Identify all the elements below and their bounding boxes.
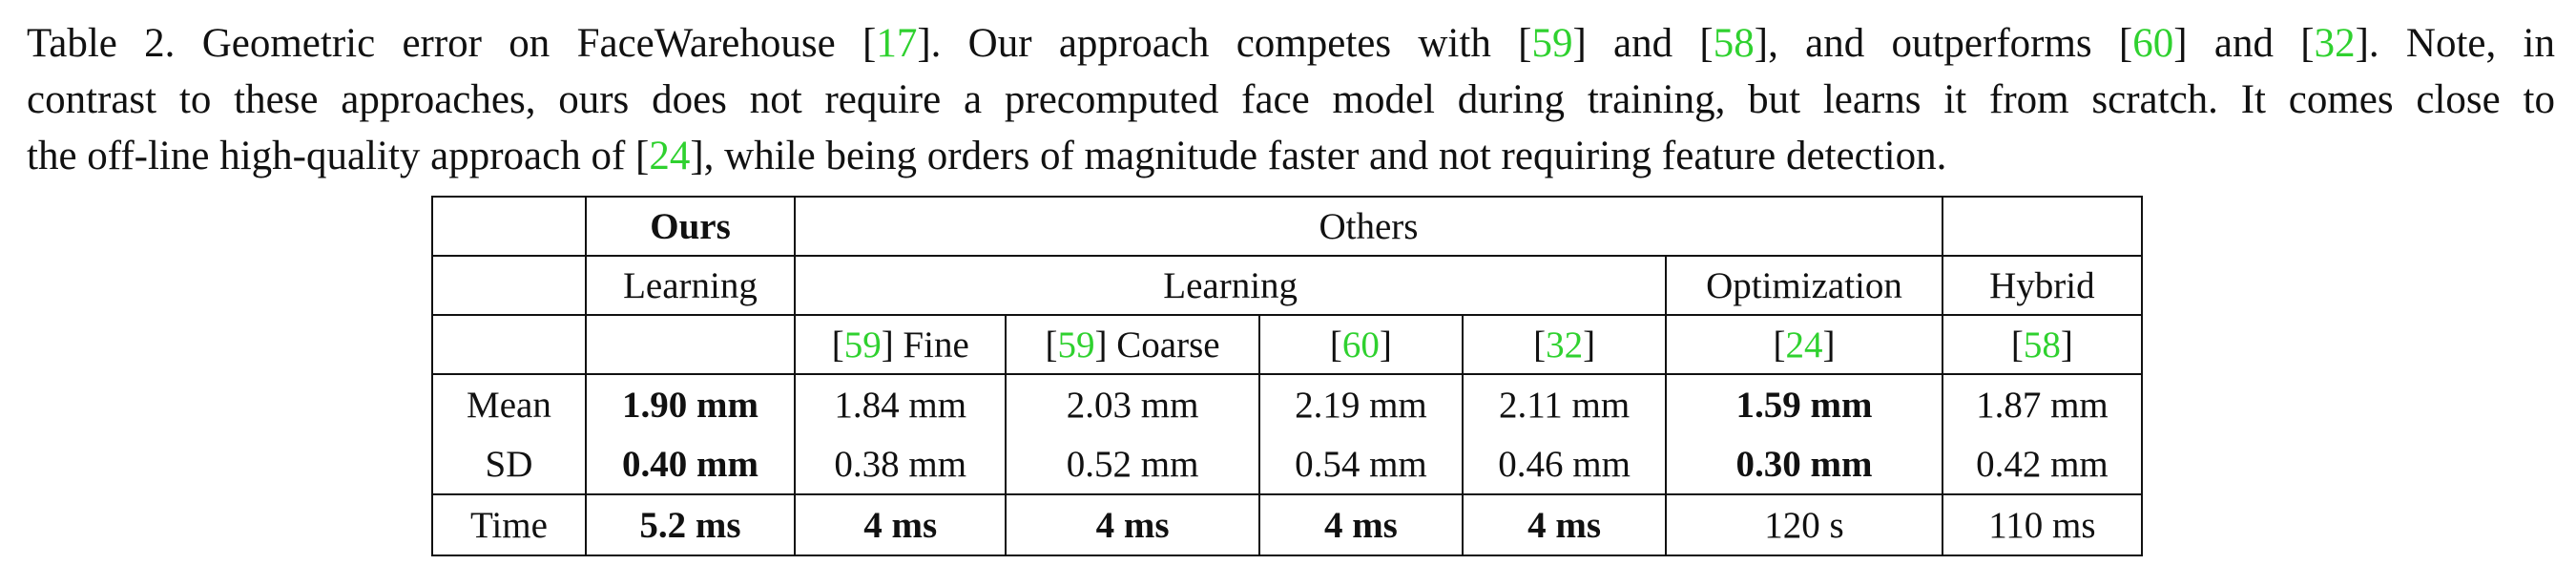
value-cell: 2.03 mm: [1005, 373, 1260, 434]
method-suffix: ]: [1379, 324, 1392, 366]
value-cell: 2.11 mm: [1461, 373, 1668, 434]
method-suffix: ]: [2060, 324, 2073, 366]
caption-line-2: contrast to these approaches, ours does …: [27, 72, 2555, 128]
ours-header: Ours: [584, 196, 797, 257]
value-cell: 1.59 mm: [1665, 373, 1943, 434]
caption-line-1: Table 2. Geometric error on FaceWarehous…: [27, 15, 2555, 72]
caption-text: the off-line high-quality approach of [: [27, 134, 650, 178]
value-cell: 0.38 mm: [794, 434, 1008, 495]
caption-text: ], while being orders of magnitude faste…: [690, 134, 1947, 178]
header-row-group: Ours Others: [431, 196, 2144, 257]
value-cell: 1.87 mm: [1941, 373, 2144, 434]
row-label: Mean: [431, 373, 587, 434]
value-cell: 4 ms: [1257, 493, 1465, 556]
method-suffix: ]: [1822, 324, 1836, 366]
empty-corner-cell: [431, 196, 587, 257]
value-cell: 0.42 mm: [1941, 434, 2144, 495]
ours-value-cell: 0.40 mm: [584, 434, 797, 495]
results-table: Ours Others Learning Learning Optimizati…: [431, 196, 2144, 556]
caption-text: ] and [: [2173, 21, 2315, 66]
method-header: [59] Fine: [794, 314, 1008, 375]
table-row-sd: SD 0.40 mm 0.38 mm 0.52 mm 0.54 mm 0.46 mm 0.3…: [431, 434, 2144, 495]
ours-value-cell: 5.2 ms: [584, 493, 797, 556]
learning-ours-header: Learning: [584, 255, 797, 316]
method-suffix: ]: [1583, 324, 1596, 366]
bracket: [: [1773, 324, 1786, 366]
value-cell: 110 ms: [1941, 493, 2144, 556]
caption-text: Table 2. Geometric error on FaceWarehous…: [27, 21, 862, 66]
method-suffix: ] Fine: [881, 324, 969, 366]
value-cell: 4 ms: [1461, 493, 1668, 556]
ours-value-cell: 1.90 mm: [584, 373, 797, 434]
citation-ref: 17: [876, 21, 918, 66]
caption-text: ], and outperforms [: [1754, 21, 2133, 66]
method-header: [60]: [1257, 314, 1465, 375]
value-cell: 4 ms: [794, 493, 1008, 556]
value-cell: 2.19 mm: [1257, 373, 1465, 434]
bracket: [: [1045, 324, 1058, 366]
method-header: [59] Coarse: [1005, 314, 1260, 375]
citation-ref: 59: [1531, 21, 1573, 66]
value-cell: 0.52 mm: [1005, 434, 1260, 495]
caption-text: ]. Note, in: [2355, 21, 2556, 66]
value-cell: 1.84 mm: [794, 373, 1008, 434]
table-caption: Table 2. Geometric error on FaceWarehous…: [27, 15, 2555, 184]
caption-text: ] and [: [1572, 21, 1714, 66]
citation-ref: 60: [2132, 21, 2174, 66]
value-cell: 0.54 mm: [1257, 434, 1465, 495]
citation-ref: 60: [1341, 324, 1380, 366]
bracket: [: [2010, 324, 2024, 366]
value-cell: 0.30 mm: [1665, 434, 1943, 495]
hybrid-header: Hybrid: [1941, 255, 2144, 316]
row-label: SD: [431, 434, 587, 495]
method-header: [24]: [1665, 314, 1943, 375]
table-row-time: Time 5.2 ms 4 ms 4 ms 4 ms 4 ms 120 s 110 ms: [431, 493, 2144, 556]
table-row-mean: Mean 1.90 mm 1.84 mm 2.03 mm 2.19 mm 2.11 mm 1…: [431, 373, 2144, 434]
others-header: Others: [794, 196, 1943, 257]
optimization-header: Optimization: [1665, 255, 1943, 316]
value-cell: 120 s: [1665, 493, 1943, 556]
row-label: Time: [431, 493, 587, 556]
caption-text: contrast to these approaches, ours does …: [27, 77, 2555, 122]
method-suffix: ] Coarse: [1094, 324, 1220, 366]
citation-ref: 24: [1785, 324, 1823, 366]
bracket: [: [1533, 324, 1547, 366]
caption-line-3: the off-line high-quality approach of [2…: [27, 128, 2555, 184]
citation-ref: 24: [649, 134, 691, 178]
empty-corner-cell: [431, 255, 587, 316]
caption-text: ]. Our approach competes with [: [917, 21, 1532, 66]
value-cell: 4 ms: [1005, 493, 1260, 556]
value-cell: 0.46 mm: [1461, 434, 1668, 495]
header-row-category: Learning Learning Optimization Hybrid: [431, 255, 2144, 316]
citation-ref: 58: [1713, 21, 1755, 66]
empty-ours-method-cell: [584, 314, 797, 375]
header-row-methods: [59] Fine [59] Coarse [60] [32] [24] [58]: [431, 314, 2144, 375]
citation-ref: 58: [2023, 324, 2061, 366]
citation-ref: 59: [1057, 324, 1095, 366]
citation-ref: 32: [1546, 324, 1584, 366]
method-header: [58]: [1941, 314, 2144, 375]
caption-text: [: [862, 21, 877, 66]
citation-ref: 32: [2314, 21, 2356, 66]
empty-header-cell: [1941, 196, 2144, 257]
empty-corner-cell: [431, 314, 587, 375]
bracket: [: [831, 324, 844, 366]
learning-others-header: Learning: [794, 255, 1668, 316]
bracket: [: [1329, 324, 1342, 366]
method-header: [32]: [1461, 314, 1668, 375]
citation-ref: 59: [843, 324, 882, 366]
